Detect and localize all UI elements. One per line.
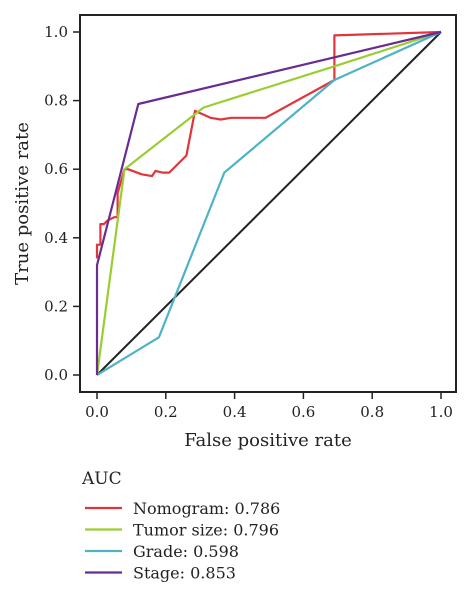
legend-title: AUC (81, 469, 122, 489)
legend: AUC Nomogram: 0.786 Tumor size: 0.796 Grad… (81, 469, 280, 583)
x-tick-label: 0.8 (360, 403, 384, 421)
x-tick-label: 0.6 (291, 403, 315, 421)
tick-marks: 0.0 0.2 0.4 0.6 0.8 1.0 0.0 0.2 0.4 0.6 0.8 1.0 (44, 23, 453, 421)
series-line-tumor-size (95, 30, 442, 376)
y-tick-label: 1.0 (44, 23, 68, 41)
series-line-stage (95, 30, 442, 375)
legend-label-grade: Grade: 0.598 (133, 542, 239, 561)
series-line-grade (96, 30, 442, 376)
series-line-nomogram (95, 30, 442, 259)
plot-frame (79, 14, 457, 393)
x-tick-label: 0.0 (85, 403, 109, 421)
y-tick-label: 0.0 (44, 366, 68, 384)
legend-label-tumor-size: Tumor size: 0.796 (133, 521, 279, 540)
y-tick-label: 0.8 (44, 92, 68, 110)
y-axis-label: True positive rate (12, 122, 33, 285)
legend-items: Nomogram: 0.786 Tumor size: 0.796 Grade: 0… (85, 499, 280, 583)
x-axis-label: False positive rate (184, 430, 351, 451)
legend-label-stage: Stage: 0.853 (133, 564, 236, 583)
x-tick-label: 1.0 (429, 403, 453, 421)
reference-diagonal-line (96, 31, 442, 376)
x-tick-label: 0.4 (223, 403, 247, 421)
y-tick-label: 0.4 (44, 229, 68, 247)
series-lines (95, 30, 442, 376)
y-tick-label: 0.6 (44, 160, 68, 178)
x-tick-label: 0.2 (154, 403, 178, 421)
legend-label-nomogram: Nomogram: 0.786 (133, 499, 280, 518)
y-tick-label: 0.2 (44, 297, 68, 315)
